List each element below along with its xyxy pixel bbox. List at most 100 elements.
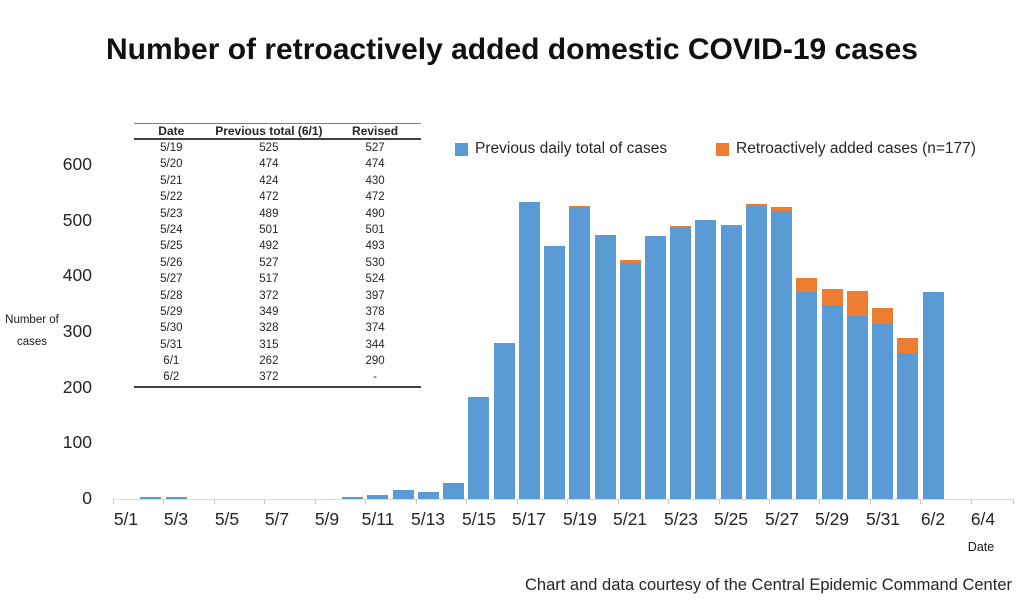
x-axis-tick-label: 5/9 <box>314 509 340 529</box>
revision-table: Date Previous total (6/1) Revised 5/19 525 52… <box>134 123 421 388</box>
bar-segment-added <box>569 205 591 207</box>
table-cell: 349 <box>259 305 279 318</box>
table-cell: 492 <box>259 240 279 253</box>
table-cell: 328 <box>259 322 279 335</box>
bar-segment-previous <box>821 304 843 499</box>
table-cell: 5/25 <box>160 240 183 253</box>
x-axis-tick <box>163 500 164 504</box>
table-header-cell: Previous total (6/1) <box>215 124 323 138</box>
table-row: 5/29 349 378 <box>134 304 421 320</box>
table-cell: 527 <box>365 142 385 154</box>
y-axis-tick-label: 400 <box>62 265 92 285</box>
legend-item-added: Retroactively added cases (n=177) <box>716 140 976 158</box>
table-cell: 290 <box>365 355 385 368</box>
y-axis-tick-label: 200 <box>62 377 92 397</box>
x-axis-tick-label: 5/19 <box>562 509 598 529</box>
bar-segment-previous <box>796 291 818 499</box>
table-cell: 530 <box>365 256 385 269</box>
y-axis-tick-label: 100 <box>62 432 92 452</box>
x-axis-tick-label: 5/23 <box>663 509 699 529</box>
table-cell: 315 <box>259 338 279 351</box>
table-cell: 527 <box>259 256 279 269</box>
table-cell: 374 <box>365 322 385 335</box>
bar-segment-previous <box>468 397 490 499</box>
bar-segment-previous <box>644 236 666 499</box>
x-axis-tick-label: 6/2 <box>920 509 946 529</box>
bar-segment-added <box>821 288 843 305</box>
table-header-cell: Revised <box>352 124 399 138</box>
legend-swatch-blue-icon <box>455 142 468 156</box>
bar-segment-previous <box>897 353 919 499</box>
x-axis-tick <box>971 500 972 504</box>
table-row: 5/20 474 474 <box>134 156 421 172</box>
table-row: 6/1 262 290 <box>134 353 421 369</box>
table-cell: 5/19 <box>160 142 183 154</box>
x-axis-tick-label: 5/17 <box>511 509 547 529</box>
x-axis-tick <box>466 500 467 504</box>
table-cell: 490 <box>365 207 385 220</box>
bar-segment-previous <box>922 291 944 499</box>
bar-segment-previous <box>443 482 465 499</box>
x-axis-tick <box>920 500 921 504</box>
bar-segment-previous <box>745 205 767 499</box>
x-axis-tick <box>819 500 820 504</box>
x-axis-tick-label: 5/15 <box>461 509 497 529</box>
bar-segment-previous <box>493 343 515 499</box>
bar-segment-previous <box>594 235 616 499</box>
legend-swatch-orange-icon <box>716 142 729 156</box>
table-cell: 5/29 <box>160 305 183 318</box>
table-cell: 524 <box>365 273 385 286</box>
table-cell: 6/1 <box>163 355 180 368</box>
table-cell: 372 <box>259 371 279 384</box>
x-axis-tick-label: 5/29 <box>814 509 850 529</box>
bar-segment-previous <box>544 245 565 499</box>
table-row: 5/28 372 397 <box>134 288 421 304</box>
table-row: 5/22 472 472 <box>134 189 421 205</box>
bar-segment-previous <box>771 211 793 499</box>
x-axis-tick <box>365 500 366 504</box>
bar-segment-previous <box>367 495 389 499</box>
table-row: 5/24 501 501 <box>134 222 421 238</box>
table-row: 6/2 372 - <box>134 369 421 385</box>
table-cell: 474 <box>259 158 279 171</box>
table-cell: 378 <box>365 305 385 318</box>
x-axis-tick-label: 5/5 <box>214 509 240 529</box>
x-axis-title: Date <box>967 540 995 554</box>
chart-title: Number of retroactively added domestic C… <box>106 33 918 66</box>
x-axis-tick <box>567 500 568 504</box>
table-header-row: Date Previous total (6/1) Revised <box>134 124 421 140</box>
table-cell: 262 <box>259 355 279 368</box>
x-axis-tick-label: 5/1 <box>113 509 139 529</box>
table-cell: 6/2 <box>163 371 180 384</box>
x-axis-tick-label: 6/4 <box>970 509 996 529</box>
table-cell: 5/31 <box>160 338 183 351</box>
y-axis-tick-label: 600 <box>62 154 92 174</box>
y-axis-tick-label: 0 <box>82 488 92 508</box>
table-cell: 5/24 <box>160 223 183 236</box>
x-axis-tick <box>769 500 770 504</box>
x-axis-tick-label: 5/11 <box>361 509 395 529</box>
bar-segment-previous <box>846 316 868 499</box>
bar-segment-previous <box>569 206 591 499</box>
table-row: 5/31 315 344 <box>134 337 421 353</box>
bar-segment-previous <box>165 497 187 499</box>
table-cell: - <box>373 371 377 384</box>
x-axis-tick <box>719 500 720 504</box>
bar-segment-previous <box>342 497 364 499</box>
bar-segment-added <box>897 337 919 354</box>
bar-segment-previous <box>872 323 893 499</box>
bar-segment-added <box>745 203 767 206</box>
table-cell: 501 <box>365 223 385 236</box>
bar-segment-previous <box>720 225 742 499</box>
bar-segment-previous <box>140 496 162 499</box>
table-cell: 525 <box>259 142 279 154</box>
x-axis-tick-label: 5/25 <box>713 509 749 529</box>
bar-segment-added <box>670 226 692 227</box>
x-axis-tick <box>668 500 669 504</box>
x-axis-tick-label: 5/31 <box>865 509 901 529</box>
x-axis-tick <box>618 500 619 504</box>
x-axis-tick <box>113 500 114 504</box>
table-row: 5/23 489 490 <box>134 206 421 222</box>
legend-label-added: Retroactively added cases (n=177) <box>736 140 976 157</box>
table-cell: 5/27 <box>160 273 183 286</box>
